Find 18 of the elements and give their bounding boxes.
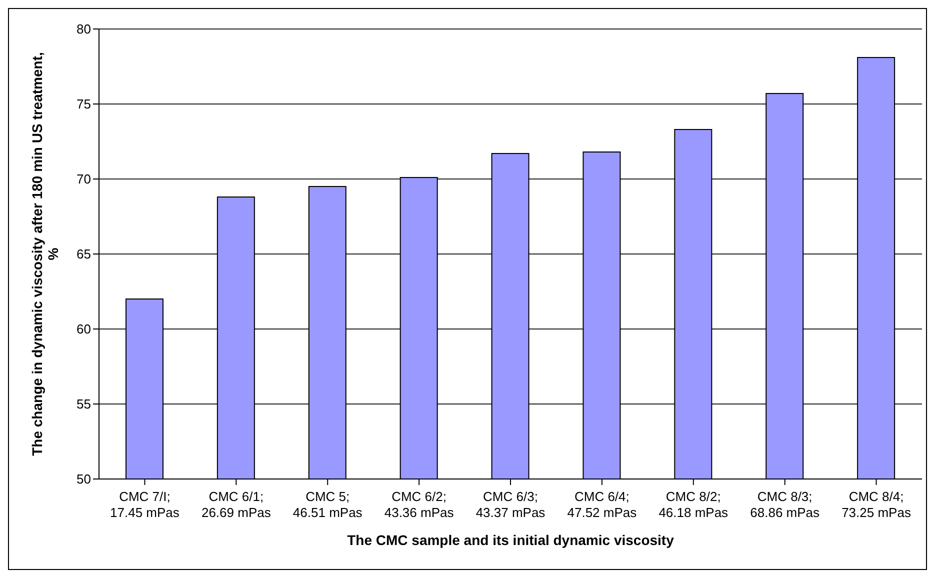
y-tick-label: 60: [76, 322, 91, 337]
y-tick-label: 65: [76, 246, 91, 262]
x-tick-label: CMC 6/1; 26.69 mPas: [201, 489, 272, 520]
y-axis-title: The change in dynamic viscosity after 180 min US treatment, %: [29, 51, 61, 458]
x-tick-label: CMC 6/3; 43.37 mPas: [476, 489, 546, 520]
y-tick-label: 55: [76, 396, 91, 412]
x-tick-label: CMC 6/2; 43.36 mPas: [384, 489, 454, 520]
x-tick-label: CMC 8/2; 46.18 mPas: [658, 489, 729, 520]
y-tick-label: 50: [76, 472, 91, 487]
x-tick-label: CMC 8/4; 73.25 mPas: [842, 489, 912, 520]
x-tick-label: CMC 6/4; 47.52 mPas: [567, 489, 638, 520]
y-tick-label: 75: [76, 96, 91, 112]
y-tick-label: 70: [76, 172, 91, 187]
x-tick-label: CMC 7/I; 17.45 mPas: [110, 489, 180, 520]
x-tick-label: CMC 5; 46.51 mPas: [292, 489, 363, 520]
x-axis-title: The CMC sample and its initial dynamic viscosity: [347, 532, 674, 548]
x-tick-label: CMC 8/3; 68.86 mPas: [750, 489, 820, 520]
y-tick-label: 80: [76, 22, 91, 37]
